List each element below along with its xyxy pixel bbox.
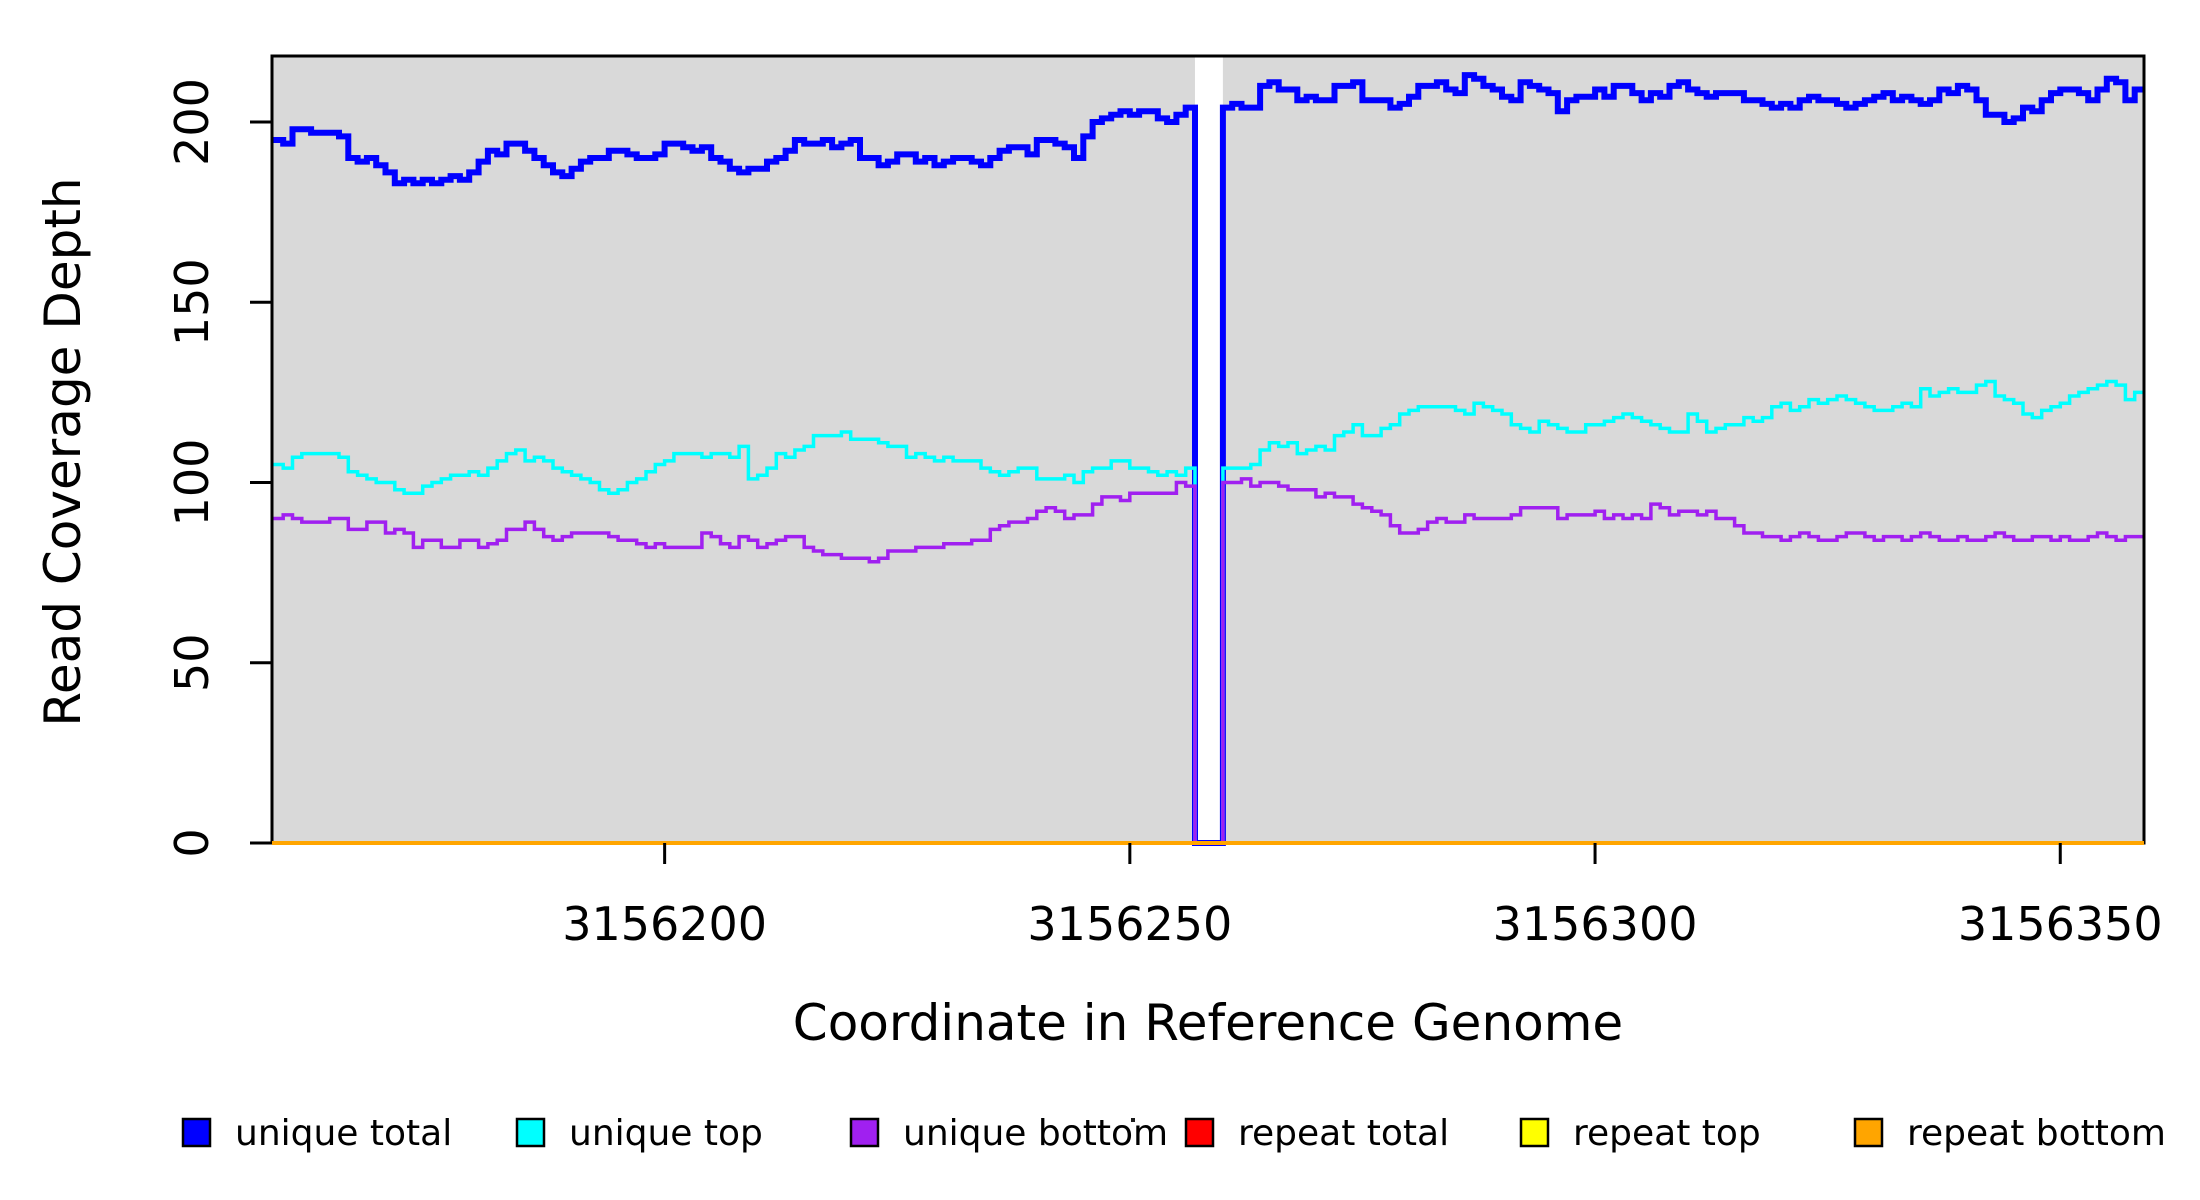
legend: unique total unique top unique bottom repea…: [181, 1113, 2166, 1154]
series-unique-top: [272, 379, 2144, 845]
y-tick-label: 200: [165, 78, 219, 166]
stray-dot: [1131, 1118, 1135, 1122]
x-tick-label: 3156300: [1493, 897, 1698, 951]
y-axis-title: Read Coverage Depth: [34, 177, 92, 726]
x-axis-title: Coordinate in Reference Genome: [793, 994, 1623, 1052]
legend-swatch: [181, 1117, 212, 1148]
legend-item-unique-total: unique total: [181, 1113, 452, 1154]
legend-item-label: unique total: [235, 1113, 452, 1154]
y-tick-label: 150: [165, 258, 219, 346]
legend-item-label: repeat top: [1573, 1113, 1761, 1154]
x-tick-label: 3156350: [1958, 897, 2163, 951]
legend-item-unique-bottom: unique bottom: [849, 1113, 1168, 1154]
legend-swatch: [515, 1117, 546, 1148]
y-tick-label: 100: [165, 439, 219, 527]
y-tick-label: 50: [165, 633, 219, 692]
legend-swatch: [1853, 1117, 1884, 1148]
legend-item-label: unique bottom: [903, 1113, 1168, 1154]
legend-item-label: repeat total: [1238, 1113, 1449, 1154]
legend-swatch: [1519, 1117, 1550, 1148]
legend-item-repeat-bottom: repeat bottom: [1853, 1113, 2166, 1154]
legend-swatch: [1184, 1117, 1215, 1148]
legend-item-label: repeat bottom: [1907, 1113, 2166, 1154]
legend-swatch: [849, 1117, 880, 1148]
legend-item-unique-top: unique top: [515, 1113, 763, 1154]
plot-area: [270, 54, 2146, 846]
legend-item-repeat-top: repeat top: [1519, 1113, 1761, 1154]
y-tick-label: 0: [165, 828, 219, 857]
x-tick-label: 3156200: [562, 897, 767, 951]
x-tick-label: 3156250: [1027, 897, 1232, 951]
legend-item-label: unique top: [569, 1113, 763, 1154]
legend-item-repeat-total: repeat total: [1184, 1113, 1449, 1154]
series-unique-bottom: [272, 477, 2144, 845]
axes: 0 50 100 150 200 3156200 3156250 3156300 3156350: [165, 78, 2163, 951]
coverage-gap-band: [1194, 56, 1223, 843]
